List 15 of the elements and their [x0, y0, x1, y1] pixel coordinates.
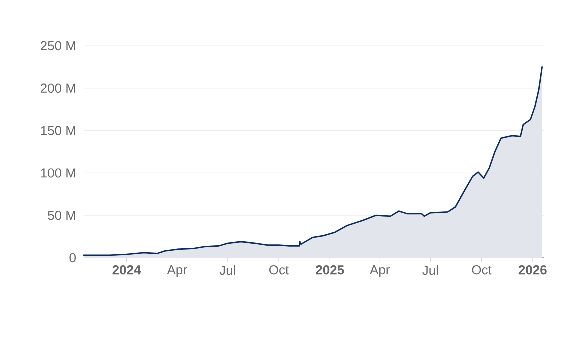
x-tick-label: 2026	[518, 266, 547, 275]
x-tick-label: Jul	[422, 266, 438, 276]
x-tick-label: Apr	[370, 266, 390, 278]
y-tick-label: 250 M	[41, 41, 76, 51]
y-tick-label: 150 M	[41, 126, 76, 136]
x-tick-label: Jul	[220, 266, 236, 276]
x-tick-label: Apr	[167, 266, 188, 278]
y-tick-label: 200 M	[41, 84, 76, 93]
x-tick-label: Oct	[472, 266, 492, 275]
y-tick-label: 100 M	[41, 168, 76, 178]
x-tick-label: 2024	[112, 266, 142, 275]
y-tick-label: 50 M	[48, 210, 76, 220]
y-tick-label: 0	[70, 253, 76, 263]
x-tick-label: Oct	[270, 266, 290, 275]
x-tick-label: 2025	[316, 266, 344, 275]
